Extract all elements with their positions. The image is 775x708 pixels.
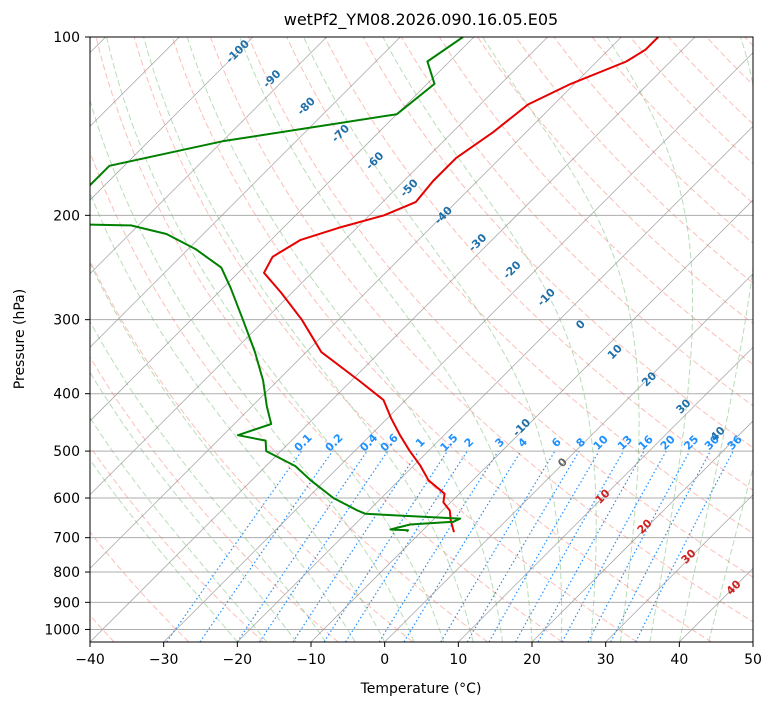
mixing-ratio-line [514,450,624,642]
isotherm-line [90,37,475,422]
isotherm-line [90,37,548,496]
mixing-ratio-line [199,450,333,642]
mixing-ratio-line [345,450,468,642]
isobars [90,37,753,630]
dry-adiabat-line [591,37,753,204]
dry-adiabat-line [553,37,753,244]
dewpoint-profile-line [90,37,464,533]
y-tick-label: 300 [53,313,80,329]
moist-adiabat-line [90,261,356,642]
dry-adiabat-line [515,37,753,284]
y-axis-label: Pressure (hPa) [12,289,28,389]
dry-adiabat-line [248,37,753,578]
x-tick-label: 0 [380,652,389,668]
dry-adiabat-line [90,259,414,642]
mixing-ratio-line [323,450,448,642]
moist-adiabat-line [303,37,563,642]
moist-adiabat-line [90,416,268,642]
y-tick-label: 900 [53,595,80,611]
moist-adiabat-line [382,37,597,642]
mixing-ratio-line [537,450,645,642]
isotherm-line [90,37,401,348]
y-axis: 100 200 300 400 500 600 700 800 900 1000 [44,30,90,638]
chart-title: wetPf2_YM08.2026.090.16.05.E05 [284,10,558,30]
isotherm-line [90,37,622,569]
x-tick-label: −10 [296,652,326,668]
moist-adiabat-line [678,37,753,642]
moist-adiabat-line [90,458,238,642]
isotherm-line [458,346,753,642]
dry-adiabat-line [210,37,753,623]
y-tick-label: 600 [53,491,80,507]
moist-adiabat-line [90,191,386,642]
isotherm-line [90,37,327,275]
isotherm-line [605,494,753,642]
isotherm-line [90,37,696,642]
dry-adiabat-line [438,37,753,366]
x-tick-label: 10 [449,652,467,668]
isotherm-line [384,273,753,642]
isotherm-line [531,420,753,642]
isotherm-line [310,199,753,642]
mixing-ratio-line [403,450,522,642]
moist-adiabat-line [143,37,474,642]
x-tick-label: −40 [75,652,105,668]
dry-adiabat-line [477,37,753,325]
x-tick-label: 30 [597,652,615,668]
moist-adiabat-line [482,37,640,642]
dry-adiabat-line [629,37,753,165]
mixing-ratio-line [259,450,389,642]
dry-adiabat-line [324,37,753,491]
dry-adiabat-line [95,37,563,642]
mixing-ratio-line [635,450,734,642]
dry-adiabat-line [400,37,753,407]
isotherm-line [90,37,254,201]
dry-adiabat-line [286,37,753,534]
mixing-ratio-line [166,450,302,642]
y-tick-label: 100 [53,30,80,46]
moist-adiabat-line [106,37,445,642]
x-axis: −40 −30 −20 −10 0 10 20 30 40 50 [75,642,762,668]
profile-series [90,37,659,533]
isotherms [90,37,753,642]
x-tick-label: −20 [223,652,253,668]
moist-adiabat-line [186,37,503,642]
dry-adiabat-line [133,37,638,642]
x-tick-label: 20 [523,652,541,668]
y-tick-label: 1000 [44,622,80,638]
moist-adiabat-line [239,37,533,642]
mixing-ratio-line [561,450,667,642]
y-tick-label: 400 [53,387,80,403]
mixing-ratio-line [587,450,691,642]
y-tick-label: 700 [53,531,80,547]
dry-adiabat-line [90,531,190,642]
y-tick-label: 200 [53,208,80,224]
moist-adiabat-line [606,37,694,642]
mixing-ratio-line [236,450,368,642]
isotherm-line [237,125,753,642]
dry-adiabat-line [90,356,339,642]
mixing-ratio-lines [166,450,734,642]
x-tick-label: 40 [670,652,688,668]
dry-adiabat-line [90,150,488,642]
temperature-profile-line [263,37,659,533]
mixing-ratio-line [292,450,420,642]
x-axis-label: Temperature (°C) [360,681,482,697]
dry-adiabats [90,37,753,642]
x-tick-label: 50 [744,652,762,668]
y-tick-label: 800 [53,565,80,581]
plot-frame [89,36,754,643]
moist-adiabat-line [90,371,297,642]
x-tick-label: −30 [149,652,179,668]
isotherm-line [163,52,753,642]
y-tick-label: 500 [53,444,80,460]
